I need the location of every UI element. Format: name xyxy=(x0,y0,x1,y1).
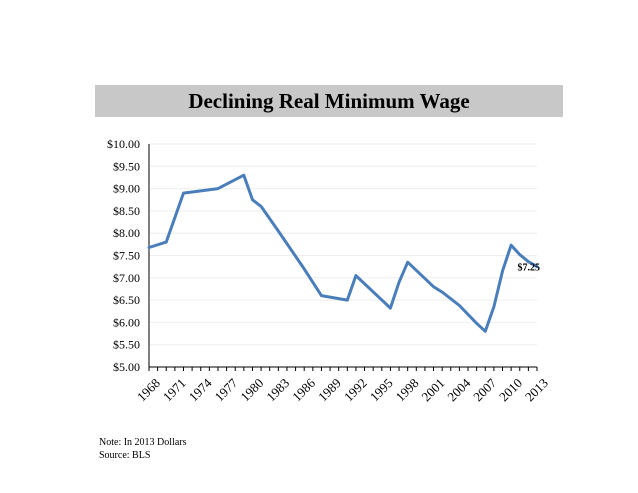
x-tick-label: 1998 xyxy=(393,375,422,404)
chart-title: Declining Real Minimum Wage xyxy=(188,88,470,113)
x-tick-label: 2007 xyxy=(470,375,499,404)
y-tick-label: $10.00 xyxy=(107,137,140,151)
chart-title-bar: Declining Real Minimum Wage xyxy=(95,85,563,117)
y-tick-label: $6.50 xyxy=(113,293,140,307)
y-tick-label: $6.00 xyxy=(113,315,140,329)
x-tick-label: 1995 xyxy=(367,375,396,404)
x-tick-label: 1986 xyxy=(289,375,318,404)
grid-layer xyxy=(149,143,537,346)
series-line xyxy=(147,173,539,333)
y-tick-label: $5.00 xyxy=(113,360,140,374)
note-source: Source: BLS xyxy=(99,450,151,461)
x-tick-label: 1968 xyxy=(134,375,163,404)
x-tick-label: 1983 xyxy=(263,375,292,404)
axis-layer xyxy=(148,144,538,371)
y-tick-label: $7.00 xyxy=(113,271,140,285)
data-label: $7.25 xyxy=(518,263,541,274)
x-tick-label: 1989 xyxy=(315,375,344,404)
y-tick-label: $7.50 xyxy=(113,249,140,263)
x-tick-label: 1971 xyxy=(160,375,189,404)
x-tick-label: 1992 xyxy=(341,375,370,404)
note-dollars: Note: In 2013 Dollars xyxy=(99,437,187,448)
x-tick-label: 2013 xyxy=(522,375,551,404)
x-tick-label: 1977 xyxy=(212,375,241,404)
label-layer: $5.00 $5.50 $6.00 $6.50 $7.00 $7.50 $8.00 $8.50… xyxy=(107,137,551,404)
y-tick-label: $9.50 xyxy=(113,159,140,173)
x-tick-label: 1980 xyxy=(237,375,266,404)
y-tick-label: $8.50 xyxy=(113,204,140,218)
chart-notes: Note: In 2013 Dollars Source: BLS xyxy=(99,436,187,462)
x-tick-label: 2010 xyxy=(496,375,525,404)
y-tick-label: $9.00 xyxy=(113,182,140,196)
x-tick-label: 1974 xyxy=(186,375,215,404)
y-tick-label: $8.00 xyxy=(113,226,140,240)
y-tick-label: $5.50 xyxy=(113,338,140,352)
x-tick-label: 2001 xyxy=(418,375,447,404)
series-layer xyxy=(147,173,539,333)
x-tick-label: 2004 xyxy=(444,375,473,404)
